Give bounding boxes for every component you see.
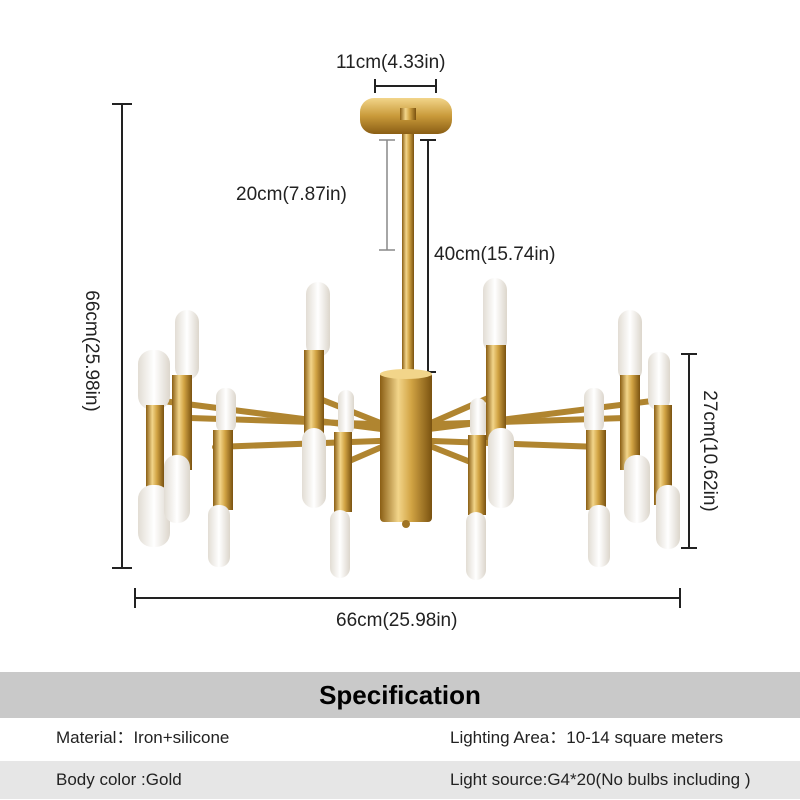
body-color-spec: Body color :Gold [56, 770, 182, 789]
light-fixtures [138, 278, 680, 580]
rod-long-label: 40cm(15.74in) [434, 244, 556, 265]
total-width-label: 66cm(25.98in) [336, 610, 458, 631]
spec-row-1: Material：Iron+silicone Lighting Area：10-… [0, 719, 800, 757]
rod-short-label: 20cm(7.87in) [236, 184, 347, 205]
lighting-area-spec: Lighting Area：10-14 square meters [450, 728, 724, 747]
spec-row-2: Body color :Gold Light source:G4*20(No b… [0, 761, 800, 799]
specification-title: Specification [319, 679, 481, 710]
central-body [380, 369, 432, 528]
body-height-label: 27cm(10.62in) [699, 390, 720, 512]
material-spec: Material：Iron+silicone [56, 728, 230, 747]
canopy-and-rod [360, 98, 452, 374]
total-height-label: 66cm(25.98in) [81, 290, 102, 412]
light-source-spec: Light source:G4*20(No bulbs including ) [450, 770, 751, 789]
specification-header: Specification [0, 672, 800, 718]
chandelier-illustration [112, 79, 697, 608]
canopy-width-label: 11cm(4.33in) [336, 52, 446, 73]
dimension-lines [112, 79, 697, 608]
